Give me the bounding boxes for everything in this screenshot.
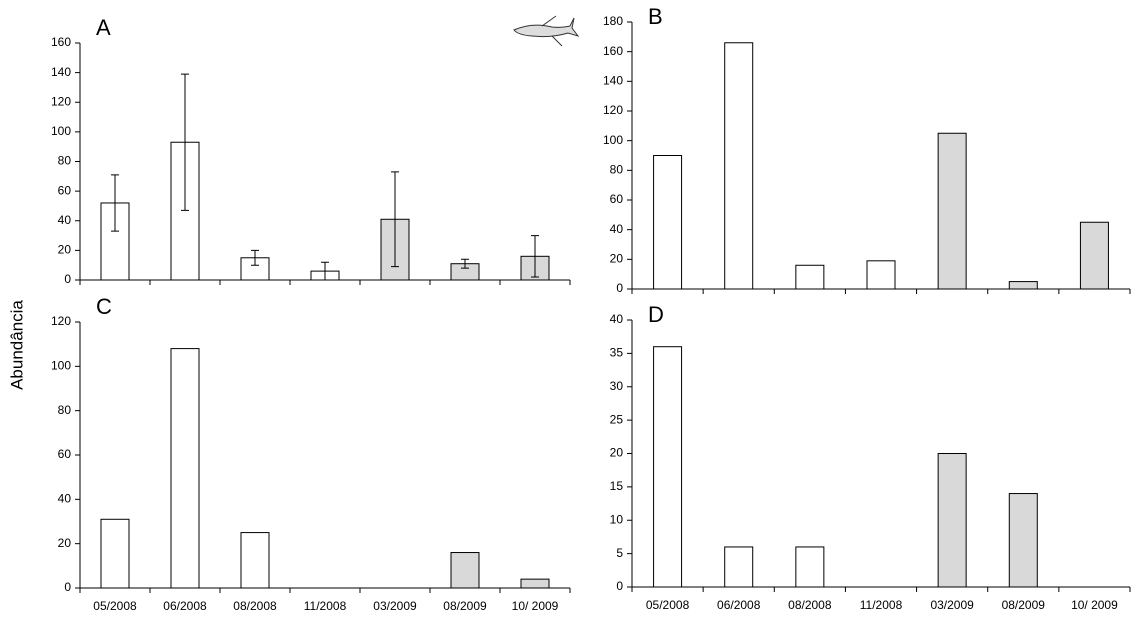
fish-icon bbox=[513, 15, 580, 47]
y-tick-label: 35 bbox=[610, 346, 624, 360]
y-tick-label: 40 bbox=[58, 213, 72, 227]
y-tick-label: 25 bbox=[610, 412, 624, 426]
panel-title: C bbox=[96, 294, 112, 319]
error-bar bbox=[321, 261, 329, 281]
y-tick-label: 0 bbox=[64, 272, 71, 286]
y-axis-label: Abundância bbox=[7, 300, 26, 390]
x-tick-label: 03/2009 bbox=[373, 599, 417, 613]
bar bbox=[795, 546, 825, 588]
error-bar bbox=[111, 174, 119, 232]
x-tick-label: 10/ 2009 bbox=[1071, 598, 1118, 612]
y-tick-label: 120 bbox=[51, 94, 71, 108]
y-tick-label: 60 bbox=[610, 192, 624, 206]
x-tick-label: 03/2009 bbox=[930, 598, 974, 612]
x-tick-label: 08/2008 bbox=[788, 598, 832, 612]
x-tick-label: 11/2008 bbox=[860, 598, 903, 612]
bar bbox=[1008, 493, 1038, 588]
bar bbox=[100, 518, 130, 589]
x-tick-label: 06/2008 bbox=[163, 599, 207, 613]
error-bar bbox=[181, 73, 189, 211]
bar bbox=[937, 132, 967, 290]
bar bbox=[724, 546, 754, 588]
bar bbox=[724, 42, 754, 290]
bar bbox=[520, 578, 550, 589]
y-tick-label: 160 bbox=[51, 35, 71, 49]
y-tick-label: 20 bbox=[610, 446, 624, 460]
y-tick-label: 0 bbox=[616, 281, 623, 295]
y-tick-label: 20 bbox=[58, 243, 72, 257]
y-tick-label: 140 bbox=[51, 65, 71, 79]
panel-title: D bbox=[648, 302, 664, 327]
bar bbox=[240, 532, 270, 589]
y-tick-label: 10 bbox=[610, 512, 624, 526]
x-tick-label: 11/2008 bbox=[304, 599, 347, 613]
y-tick-label: 100 bbox=[51, 359, 71, 373]
x-tick-label: 10/ 2009 bbox=[512, 599, 559, 613]
y-tick-label: 30 bbox=[610, 379, 624, 393]
y-tick-label: 180 bbox=[603, 14, 623, 28]
y-tick-label: 60 bbox=[58, 447, 72, 461]
x-tick-label: 06/2008 bbox=[717, 598, 761, 612]
y-tick-label: 80 bbox=[610, 163, 624, 177]
y-tick-label: 40 bbox=[610, 222, 624, 236]
y-tick-label: 20 bbox=[58, 536, 72, 550]
panel-title: B bbox=[648, 4, 663, 29]
y-tick-label: 5 bbox=[616, 546, 623, 560]
y-tick-label: 160 bbox=[603, 44, 623, 58]
bar bbox=[170, 348, 200, 589]
x-tick-label: 08/2008 bbox=[233, 599, 277, 613]
error-bar bbox=[461, 258, 469, 269]
x-tick-label: 08/2009 bbox=[443, 599, 487, 613]
y-tick-label: 15 bbox=[610, 479, 624, 493]
bar bbox=[795, 264, 825, 290]
y-tick-label: 40 bbox=[58, 492, 72, 506]
y-tick-label: 120 bbox=[603, 103, 623, 117]
y-tick-label: 80 bbox=[58, 403, 72, 417]
error-bar bbox=[391, 171, 399, 268]
error-bar bbox=[531, 235, 539, 278]
y-tick-label: 140 bbox=[603, 74, 623, 88]
x-tick-label: 05/2008 bbox=[93, 599, 137, 613]
y-tick-label: 80 bbox=[58, 154, 72, 168]
y-tick-label: 20 bbox=[610, 252, 624, 266]
error-bar bbox=[251, 249, 259, 266]
x-tick-label: 08/2009 bbox=[1002, 598, 1046, 612]
x-tick-label: 05/2008 bbox=[646, 598, 690, 612]
panel-title: A bbox=[96, 15, 111, 40]
bar bbox=[937, 453, 967, 588]
y-tick-label: 120 bbox=[51, 314, 71, 328]
y-tick-label: 40 bbox=[610, 312, 624, 326]
y-tick-label: 0 bbox=[64, 580, 71, 594]
bar bbox=[1008, 281, 1038, 290]
bar bbox=[653, 346, 683, 588]
bar bbox=[450, 552, 480, 589]
bar bbox=[866, 260, 896, 290]
y-tick-label: 0 bbox=[616, 579, 623, 593]
y-tick-label: 60 bbox=[58, 183, 72, 197]
y-tick-label: 100 bbox=[603, 133, 623, 147]
y-tick-label: 100 bbox=[51, 124, 71, 138]
bar bbox=[653, 155, 683, 290]
bar bbox=[1079, 221, 1109, 290]
